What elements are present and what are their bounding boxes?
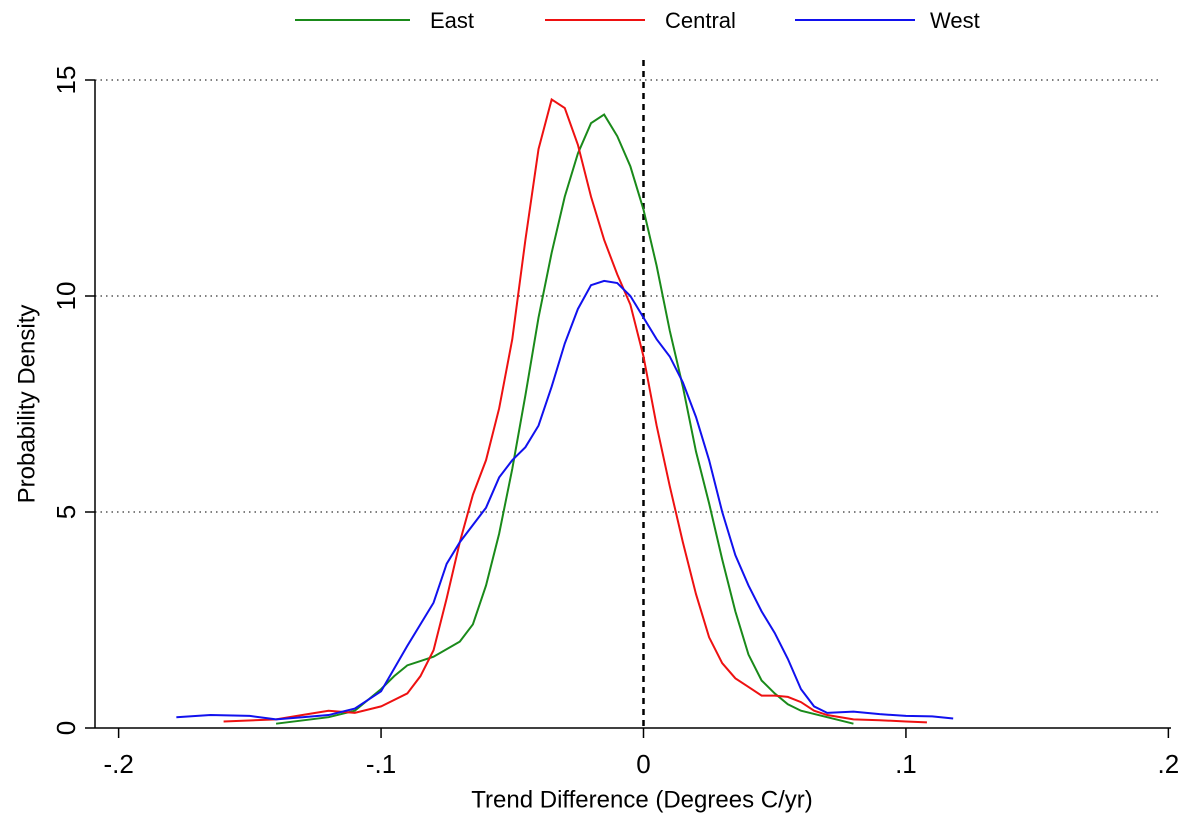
x-tick-label: .1 — [895, 749, 917, 779]
x-tick-label: -.1 — [366, 749, 396, 779]
y-tick-label: 15 — [51, 66, 81, 95]
y-tick-label: 10 — [51, 282, 81, 311]
legend-label: East — [430, 8, 474, 33]
x-tick-label: 0 — [636, 749, 650, 779]
series-line — [275, 113, 854, 725]
series-line — [176, 279, 954, 721]
y-axis-label: Probability Density — [13, 305, 40, 504]
y-tick-label: 0 — [51, 721, 81, 735]
x-tick-label: -.2 — [103, 749, 133, 779]
legend-label: West — [930, 8, 980, 33]
series-line — [223, 97, 927, 724]
x-axis-label: Trend Difference (Degrees C/yr) — [471, 786, 812, 813]
y-tick-label: 5 — [51, 505, 81, 519]
x-tick-label: .2 — [1158, 749, 1180, 779]
legend-label: Central — [665, 8, 736, 33]
